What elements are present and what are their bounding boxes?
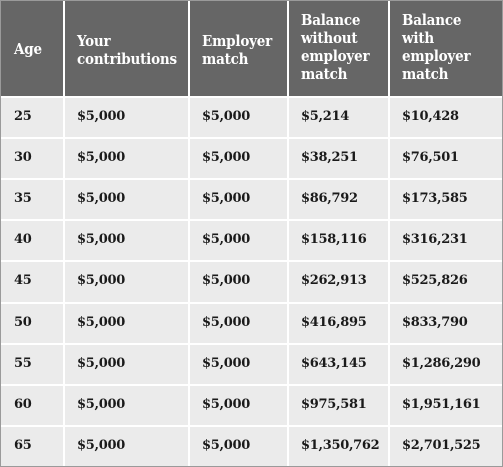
column-divider xyxy=(63,0,65,467)
cell-balance-without-match: $5,214 xyxy=(301,109,349,124)
cell-age: 50 xyxy=(14,315,32,330)
table-row: 40 $5,000 $5,000 $158,116 $316,231 xyxy=(0,220,503,260)
column-divider xyxy=(388,0,390,467)
cell-age: 65 xyxy=(14,438,32,453)
row-divider xyxy=(0,96,503,98)
cell-employer-match: $5,000 xyxy=(202,191,250,206)
cell-balance-with-match: $2,701,525 xyxy=(402,438,481,453)
table-header-row: Age Your contributions Employer match Ba… xyxy=(0,0,503,97)
cell-balance-with-match: $833,790 xyxy=(402,315,468,330)
table-row: 35 $5,000 $5,000 $86,792 $173,585 xyxy=(0,179,503,219)
cell-balance-with-match: $1,286,290 xyxy=(402,356,481,371)
cell-balance-without-match: $975,581 xyxy=(301,397,367,412)
row-divider xyxy=(0,260,503,262)
header-age: Age xyxy=(14,40,42,58)
cell-employer-match: $5,000 xyxy=(202,232,250,247)
cell-employer-match: $5,000 xyxy=(202,109,250,124)
cell-balance-without-match: $158,116 xyxy=(301,232,367,247)
header-employer-match: Employer match xyxy=(202,32,273,68)
table-row: 30 $5,000 $5,000 $38,251 $76,501 xyxy=(0,138,503,178)
cell-balance-with-match: $316,231 xyxy=(402,232,468,247)
cell-age: 30 xyxy=(14,150,32,165)
row-divider xyxy=(0,343,503,345)
row-divider xyxy=(0,178,503,180)
cell-age: 40 xyxy=(14,232,32,247)
table-row: 55 $5,000 $5,000 $643,145 $1,286,290 xyxy=(0,344,503,384)
cell-age: 35 xyxy=(14,191,32,206)
header-your-contributions: Your contributions xyxy=(77,32,177,68)
cell-balance-with-match: $1,951,161 xyxy=(402,397,481,412)
cell-balance-without-match: $416,895 xyxy=(301,315,367,330)
cell-balance-with-match: $10,428 xyxy=(402,109,459,124)
cell-your-contributions: $5,000 xyxy=(77,315,125,330)
header-balance-without-match: Balance without employer match xyxy=(301,11,370,83)
table-row: 50 $5,000 $5,000 $416,895 $833,790 xyxy=(0,303,503,343)
cell-balance-with-match: $525,826 xyxy=(402,273,468,288)
table-row: 25 $5,000 $5,000 $5,214 $10,428 xyxy=(0,97,503,137)
cell-age: 60 xyxy=(14,397,32,412)
table-row: 45 $5,000 $5,000 $262,913 $525,826 xyxy=(0,261,503,301)
row-divider xyxy=(0,137,503,139)
cell-balance-without-match: $86,792 xyxy=(301,191,358,206)
cell-age: 55 xyxy=(14,356,32,371)
cell-employer-match: $5,000 xyxy=(202,438,250,453)
cell-your-contributions: $5,000 xyxy=(77,109,125,124)
column-divider xyxy=(287,0,289,467)
cell-your-contributions: $5,000 xyxy=(77,232,125,247)
cell-balance-without-match: $262,913 xyxy=(301,273,367,288)
cell-age: 45 xyxy=(14,273,32,288)
row-divider xyxy=(0,219,503,221)
cell-balance-with-match: $76,501 xyxy=(402,150,459,165)
cell-employer-match: $5,000 xyxy=(202,315,250,330)
cell-your-contributions: $5,000 xyxy=(77,397,125,412)
table-row: 65 $5,000 $5,000 $1,350,762 $2,701,525 xyxy=(0,426,503,466)
cell-your-contributions: $5,000 xyxy=(77,438,125,453)
cell-employer-match: $5,000 xyxy=(202,356,250,371)
cell-balance-without-match: $38,251 xyxy=(301,150,358,165)
table-row: 60 $5,000 $5,000 $975,581 $1,951,161 xyxy=(0,385,503,425)
cell-balance-without-match: $1,350,762 xyxy=(301,438,380,453)
header-balance-with-match: Balance with employer match xyxy=(402,11,471,83)
cell-employer-match: $5,000 xyxy=(202,150,250,165)
cell-your-contributions: $5,000 xyxy=(77,150,125,165)
cell-your-contributions: $5,000 xyxy=(77,191,125,206)
cell-employer-match: $5,000 xyxy=(202,273,250,288)
cell-balance-with-match: $173,585 xyxy=(402,191,468,206)
row-divider xyxy=(0,384,503,386)
cell-balance-without-match: $643,145 xyxy=(301,356,367,371)
row-divider xyxy=(0,302,503,304)
cell-employer-match: $5,000 xyxy=(202,397,250,412)
column-divider xyxy=(188,0,190,467)
cell-your-contributions: $5,000 xyxy=(77,356,125,371)
cell-your-contributions: $5,000 xyxy=(77,273,125,288)
row-divider xyxy=(0,425,503,427)
cell-age: 25 xyxy=(14,109,32,124)
